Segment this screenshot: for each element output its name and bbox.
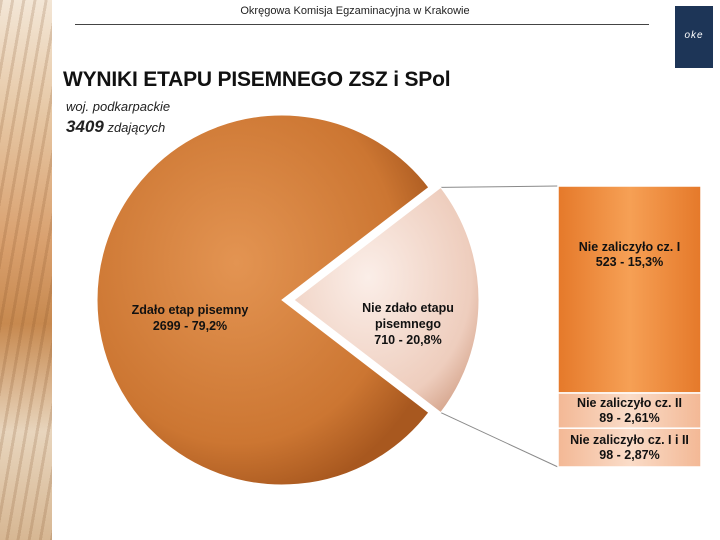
pie-label-failed: Nie zdało etapu pisemnego 710 - 20,8%	[362, 301, 454, 347]
breakdown-bar: Nie zaliczyło cz. I 523 - 15,3% Nie zalicz…	[557, 185, 702, 468]
connector-bottom	[440, 412, 559, 468]
pie-slice-failed	[293, 186, 480, 414]
bar-segment-both	[557, 427, 702, 468]
pie-label-passed: Zdało etap pisemny 2699 - 79,2%	[132, 303, 249, 333]
header-institution: Okręgowa Komisja Egzaminacyjna w Krakowi…	[240, 5, 470, 17]
page-title: WYNIKI ETAPU PISEMNEGO ZSZ i SPol	[63, 68, 451, 91]
pie-slice-passed	[96, 114, 430, 486]
candidates-number: 3409	[66, 117, 104, 136]
bar-segment-part2	[557, 392, 702, 429]
bar-label-part1: Nie zaliczyło cz. I 523 - 15,3%	[579, 240, 680, 269]
bar-segment-part1	[557, 185, 702, 394]
region-subtitle: woj. podkarpackie	[66, 99, 171, 114]
bar-label-part2: Nie zaliczyło cz. II 89 - 2,61%	[577, 396, 682, 425]
connector-top	[440, 185, 559, 188]
candidates-count: 3409 zdających	[66, 117, 165, 137]
candidates-unit: zdających	[107, 120, 166, 135]
decorative-side-image	[0, 0, 52, 540]
pie-chart: Zdało etap pisemny 2699 - 79,2% Nie zdało …	[96, 114, 480, 486]
connector-lines	[440, 185, 559, 468]
oke-logo: oke	[675, 6, 713, 68]
logo-text: oke	[684, 30, 704, 41]
bar-label-both: Nie zaliczyło cz. I i II 98 - 2,87%	[570, 433, 689, 462]
header-divider	[75, 24, 649, 25]
